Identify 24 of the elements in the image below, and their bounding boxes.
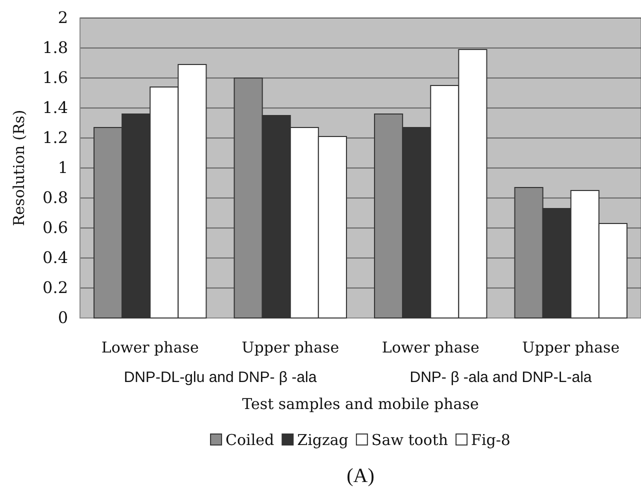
x-tick-label: Upper phase [522,338,620,357]
x-tick-label: Lower phase [101,338,199,357]
x-tick-label: Lower phase [382,338,480,357]
legend-label: Saw tooth [371,431,448,449]
legend-label: Fig-8 [471,431,510,449]
y-tick-label: 1 [58,158,68,178]
legend-label: Coiled [226,431,275,449]
y-tick-label: 1.2 [42,128,68,148]
y-tick-label: 0.4 [42,248,68,268]
text: DNP-DL-glu and DNP- β -ala [124,369,318,386]
text: (A) [346,465,374,487]
x-tick-label: Upper phase [242,338,340,357]
y-axis-title: Resolution (Rs) [10,110,28,226]
y-tick-label: 0.8 [42,188,68,208]
y-tick-label: 0.2 [42,278,68,298]
text: DNP- β -ala and DNP-L-ala [410,369,592,386]
y-tick-label: 1.4 [42,98,68,118]
x-axis-title: Test samples and mobile phase [242,395,479,413]
y-tick-label: 1.6 [42,68,68,88]
y-tick-label: 2 [58,8,68,28]
y-tick-label: 0 [58,308,68,328]
y-tick-label: 1.8 [42,38,68,58]
y-tick-label: 0.6 [42,218,68,238]
legend-label: Zigzag [297,431,349,449]
